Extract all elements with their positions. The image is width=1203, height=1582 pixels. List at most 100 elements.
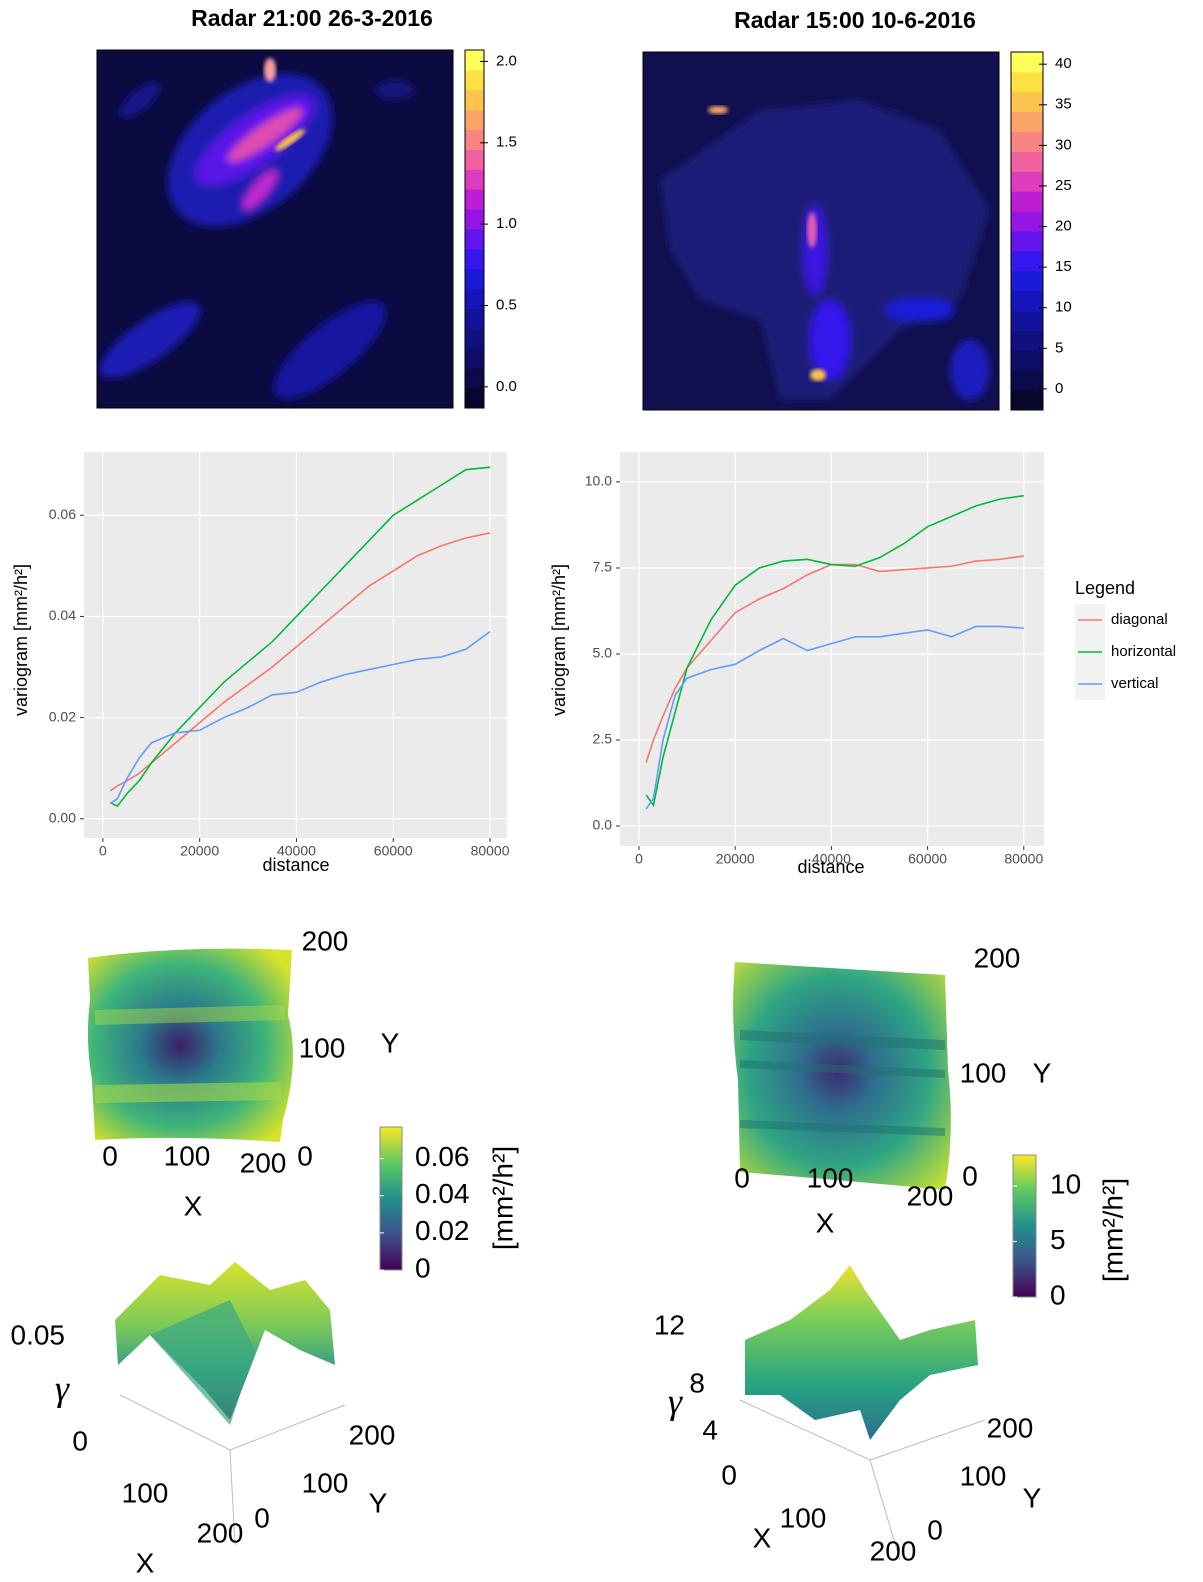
colorbar-label: 10 bbox=[1050, 1168, 1081, 1199]
colorbar-band bbox=[1011, 350, 1043, 371]
colorbar-label: 15 bbox=[1055, 258, 1072, 275]
y-tick-label: 100 bbox=[299, 1032, 346, 1063]
y-tick-label: 2.5 bbox=[593, 731, 613, 747]
z-tick-label: 8 bbox=[689, 1367, 705, 1398]
y-tick-label: 0 bbox=[297, 1140, 313, 1171]
y-tick-label: 200 bbox=[349, 1419, 396, 1450]
x-tick-label: 60000 bbox=[908, 851, 947, 867]
y-axis-label: Y bbox=[369, 1487, 388, 1518]
legend-title: Legend bbox=[1075, 578, 1135, 598]
colorbar-band bbox=[1011, 211, 1043, 232]
x-tick-label: 0 bbox=[99, 843, 107, 859]
x-tick-label: 40000 bbox=[277, 843, 316, 859]
colorbar-band bbox=[1011, 330, 1043, 351]
y-axis-label: Y bbox=[1023, 1482, 1042, 1513]
x-tick-label: 20000 bbox=[716, 851, 755, 867]
x-tick-label: 200 bbox=[197, 1517, 244, 1548]
colorbar-band bbox=[1011, 231, 1043, 252]
x-tick-label: 80000 bbox=[1004, 851, 1043, 867]
colorbar-label: 5 bbox=[1050, 1224, 1066, 1255]
colorbar-label: 1.5 bbox=[496, 134, 517, 151]
colorbar-band bbox=[1011, 191, 1043, 212]
colorbar-band bbox=[465, 149, 484, 170]
z-axis-label: γ bbox=[55, 1368, 70, 1408]
x-tick-label: 100 bbox=[122, 1477, 169, 1508]
colorbar-band bbox=[1011, 151, 1043, 172]
colorbar-band bbox=[465, 288, 484, 310]
colorbar-title: [mm²/h²] bbox=[487, 1146, 518, 1250]
colorbar-band bbox=[1011, 270, 1043, 292]
x-tick-label: 100 bbox=[164, 1140, 211, 1171]
colorbar-band bbox=[1011, 71, 1043, 93]
colorbar-label: 35 bbox=[1055, 96, 1072, 113]
x-tick-label: 0 bbox=[102, 1140, 118, 1171]
colorbar-label: 0 bbox=[415, 1252, 431, 1283]
colorbar-band bbox=[1011, 290, 1043, 312]
colorbar-band bbox=[465, 328, 484, 349]
x-tick-label: 100 bbox=[780, 1502, 827, 1533]
radar-image bbox=[97, 50, 453, 408]
y-tick-label: 200 bbox=[974, 942, 1021, 973]
colorbar-band bbox=[465, 169, 484, 190]
surface-top-view bbox=[87, 948, 293, 1142]
colorbar-band bbox=[1011, 250, 1043, 272]
x-axis-label: distance bbox=[797, 857, 864, 877]
colorbar-band bbox=[1011, 91, 1043, 113]
colorbar-band bbox=[1011, 310, 1043, 331]
legend-label: vertical bbox=[1111, 675, 1159, 692]
chart-title: Radar 15:00 10-6-2016 bbox=[734, 7, 976, 33]
z-tick-label: 12 bbox=[654, 1309, 685, 1340]
colorbar-band bbox=[465, 248, 484, 270]
colorbar-band bbox=[465, 209, 484, 230]
colorbar-label: 0 bbox=[1050, 1279, 1066, 1310]
surface-3d bbox=[739, 1265, 986, 1561]
x-axis-label: distance bbox=[262, 855, 329, 875]
z-tick-label: 0 bbox=[721, 1459, 737, 1490]
colorbar-label: 0.5 bbox=[496, 296, 517, 313]
x-tick-label: 100 bbox=[807, 1162, 854, 1193]
colorbar-band bbox=[465, 189, 484, 210]
colorbar-label: 5 bbox=[1055, 339, 1063, 356]
x-tick-label: 80000 bbox=[471, 843, 510, 859]
x-axis-label: X bbox=[136, 1547, 155, 1578]
x-tick-label: 200 bbox=[870, 1535, 917, 1566]
y-tick-label: 100 bbox=[960, 1460, 1007, 1491]
colorbar-band bbox=[465, 388, 484, 409]
y-tick-label: 5.0 bbox=[593, 645, 613, 661]
colorbar-label: 0.02 bbox=[415, 1215, 470, 1246]
y-axis-label: variogram [mm²/h²] bbox=[549, 564, 569, 716]
colorbar-band bbox=[1011, 370, 1043, 391]
y-tick-label: 7.5 bbox=[593, 559, 613, 575]
x-tick-label: 0 bbox=[635, 851, 643, 867]
y-tick-label: 0 bbox=[962, 1160, 978, 1191]
x-tick-label: 200 bbox=[240, 1147, 287, 1178]
y-tick-label: 0 bbox=[254, 1502, 270, 1533]
colorbar-band bbox=[1011, 390, 1043, 411]
series-line bbox=[645, 555, 1024, 763]
colorbar-label: 0.04 bbox=[415, 1178, 470, 1209]
z-tick-label: 0 bbox=[72, 1425, 88, 1456]
colorbar-band bbox=[465, 229, 484, 250]
colorbar-label: 25 bbox=[1055, 177, 1072, 194]
colorbar-band bbox=[465, 368, 484, 389]
colorbar-label: 0.06 bbox=[415, 1141, 470, 1172]
surface-3d bbox=[115, 1262, 346, 1546]
colorbar-band bbox=[1011, 52, 1043, 73]
colorbar-title: [mm²/h²] bbox=[1097, 1178, 1128, 1282]
colorbar-frame bbox=[1010, 51, 1044, 411]
y-tick-label: 0.00 bbox=[49, 809, 76, 825]
colorbar bbox=[1012, 1154, 1037, 1298]
radar-frame bbox=[642, 51, 1000, 411]
y-axis-label: Y bbox=[381, 1027, 400, 1058]
legend-label: diagonal bbox=[1111, 611, 1168, 628]
y-tick-label: 0.04 bbox=[49, 607, 76, 623]
colorbar bbox=[379, 1126, 403, 1271]
colorbar-frame bbox=[464, 49, 485, 409]
colorbar-label: 40 bbox=[1055, 55, 1072, 72]
colorbar-band bbox=[1011, 111, 1043, 133]
x-tick-label: 200 bbox=[907, 1180, 954, 1211]
x-axis-label: X bbox=[184, 1190, 203, 1221]
y-tick-label: 0 bbox=[927, 1514, 943, 1545]
legend-label: horizontal bbox=[1111, 643, 1176, 660]
